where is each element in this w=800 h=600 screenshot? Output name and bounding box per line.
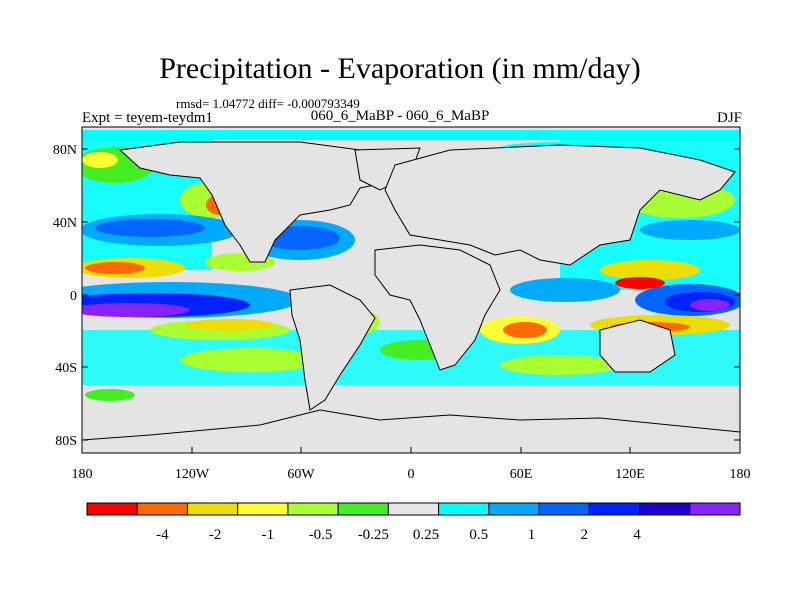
colorbar-label: 4 — [633, 527, 641, 543]
x-tick-label: 60W — [287, 467, 315, 482]
africa-outline — [374, 244, 501, 371]
colorbar-swatch — [488, 502, 540, 516]
colorbar-swatch — [337, 502, 389, 516]
colorbar-label: 0.5 — [469, 527, 488, 543]
subtitle-label: 060_6_MaBP - 060_6_MaBP — [310, 108, 490, 124]
colorbar-labels: -4 -2 -1 -0.5 -0.25 0.25 0.5 1 2 4 — [156, 527, 641, 543]
colorbar-swatch — [438, 502, 490, 516]
stats-line: rmsd= 1.04772 diff= -0.000793349 — [176, 96, 360, 111]
x-tick-label: 0 — [408, 467, 415, 482]
y-tick-label: 80N — [53, 143, 77, 158]
y-tick-label: 40S — [55, 361, 77, 376]
colorbar-swatch — [86, 502, 138, 516]
y-tick-label: 80S — [55, 434, 77, 449]
season-label: DJF — [716, 110, 742, 126]
colorbar-swatch — [689, 502, 741, 516]
colorbar-label: -0.5 — [309, 527, 333, 543]
y-tick-label: 0 — [70, 289, 77, 304]
australia-outline — [599, 319, 676, 373]
colorbar-swatch — [287, 502, 339, 516]
continents — [82, 141, 740, 453]
y-tick-label: 40N — [53, 216, 77, 231]
colorbar-label: -1 — [262, 527, 275, 543]
colorbar-swatch — [237, 502, 289, 516]
colorbar — [86, 502, 741, 516]
x-axis — [81, 447, 741, 453]
south-america-outline — [289, 284, 376, 411]
plot-title: Precipitation - Evaporation (in mm/day) — [159, 52, 641, 85]
colorbar-swatch — [136, 502, 188, 516]
eurasia-outline — [384, 144, 736, 266]
x-tick-label: 180 — [730, 467, 751, 482]
colorbar-swatch — [639, 502, 691, 516]
antarctica-outline — [82, 409, 740, 453]
y-axis — [82, 148, 740, 441]
colorbar-label: 1 — [528, 527, 536, 543]
x-tick-label: 120E — [615, 467, 645, 482]
colorbar-label: -2 — [209, 527, 222, 543]
colorbar-label: 2 — [581, 527, 589, 543]
x-tick-label: 180 — [72, 467, 93, 482]
experiment-label: Expt = teyem-teydm1 — [82, 110, 213, 126]
x-tick-label: 60E — [510, 467, 533, 482]
colorbar-label: -4 — [156, 527, 169, 543]
colorbar-label: -0.25 — [358, 527, 389, 543]
x-tick-label: 120W — [175, 467, 210, 482]
colorbar-label: 0.25 — [413, 527, 439, 543]
colorbar-swatch — [538, 502, 590, 516]
colorbar-swatch — [588, 502, 641, 516]
colorbar-swatch — [387, 502, 440, 516]
colorbar-swatch — [186, 502, 239, 516]
